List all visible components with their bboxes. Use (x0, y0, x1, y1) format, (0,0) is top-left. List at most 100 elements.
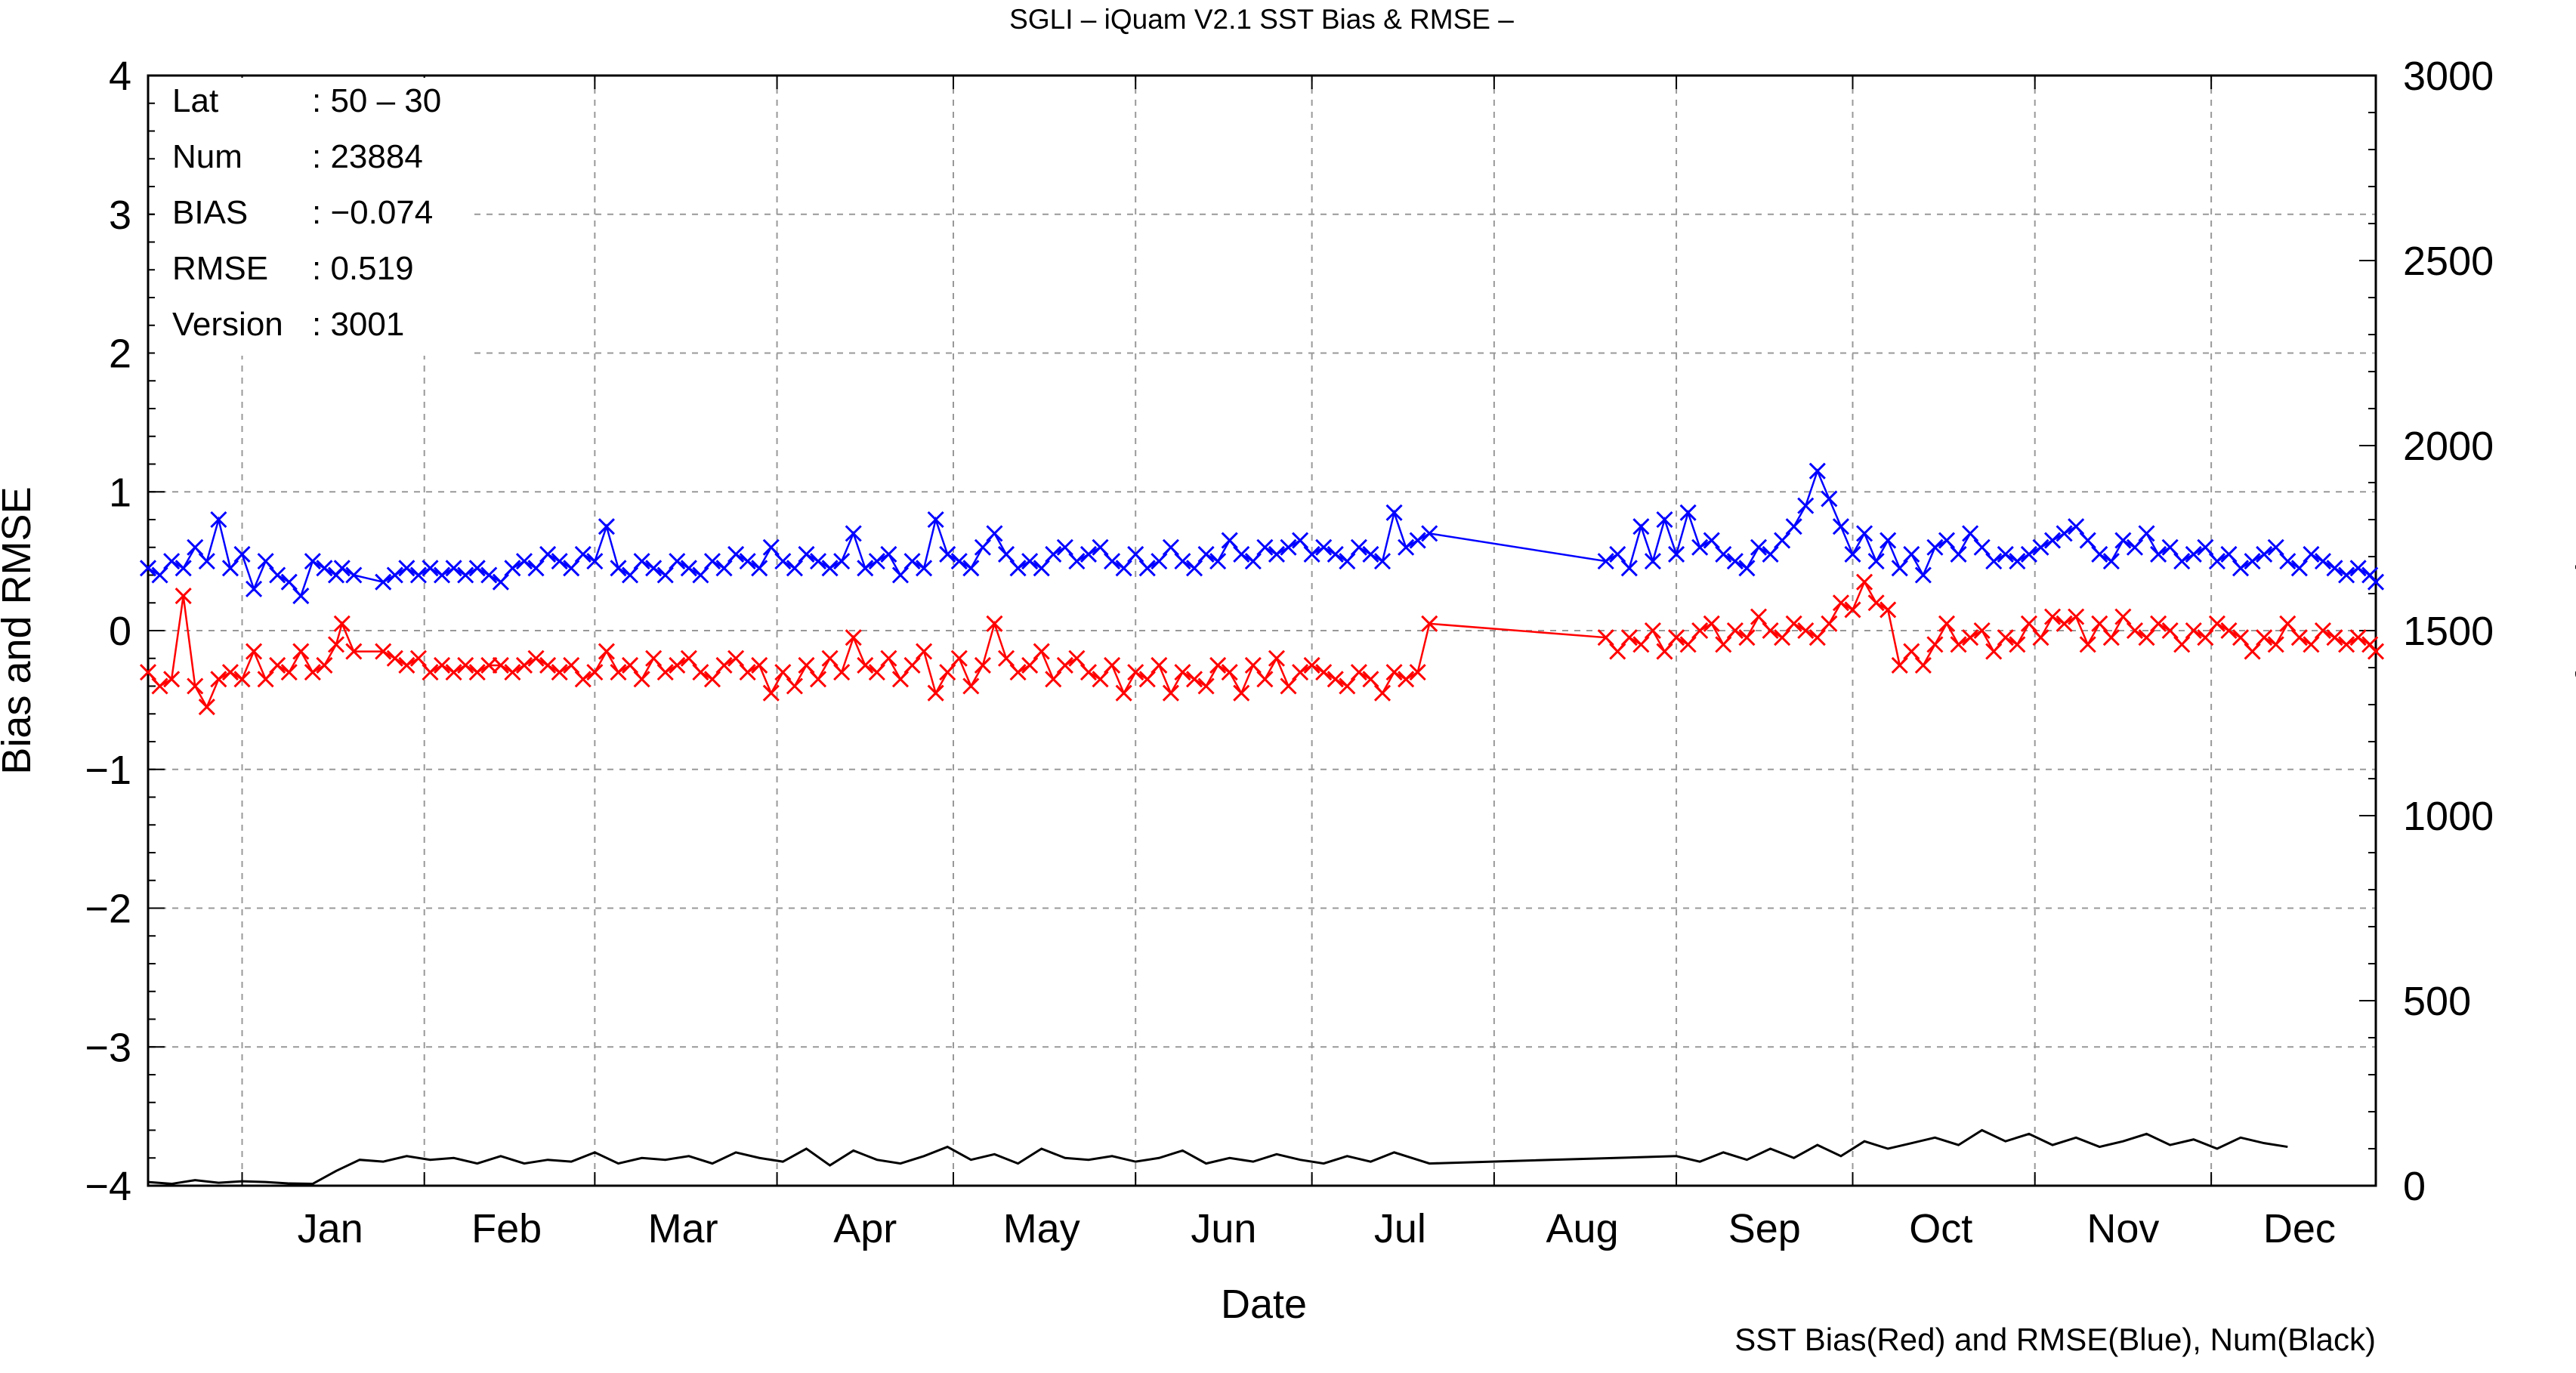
data-point (2150, 615, 2167, 632)
data-point (1174, 553, 1191, 570)
data-point (586, 664, 604, 681)
data-point (1855, 525, 1873, 542)
y2-axis-label: Num of Match–up (2568, 481, 2576, 803)
data-point (1362, 671, 1379, 688)
data-point (1339, 677, 1356, 695)
data-point (1244, 656, 1262, 674)
data-point (468, 560, 486, 577)
x-tick-label: Jan (298, 1206, 363, 1251)
data-point (703, 553, 721, 570)
data-point (468, 664, 486, 681)
data-point (751, 656, 768, 674)
data-point (1950, 545, 1967, 563)
data-point (2032, 629, 2049, 646)
data-point (891, 566, 910, 584)
data-point (457, 656, 474, 674)
data-point (645, 560, 663, 577)
x-tick-label: May (1003, 1206, 1080, 1251)
data-point (950, 649, 968, 667)
data-point (2244, 643, 2261, 660)
data-point (1609, 545, 1626, 563)
data-point (1233, 545, 1250, 563)
data-point (2161, 622, 2179, 640)
data-point (669, 656, 686, 674)
data-point (2161, 538, 2179, 556)
data-point (269, 656, 286, 674)
data-point (2068, 608, 2085, 625)
data-point (257, 671, 274, 688)
data-point (1774, 532, 1791, 549)
data-point (880, 545, 897, 563)
data-point (409, 649, 427, 667)
data-point (1750, 538, 1768, 556)
data-point (210, 511, 227, 529)
data-point (950, 553, 968, 570)
y-tick-label: 1 (109, 470, 131, 515)
data-point (1127, 545, 1144, 563)
data-point (563, 656, 580, 674)
data-point (398, 656, 415, 674)
data-point (233, 545, 251, 563)
data-point (1421, 615, 1438, 632)
data-point (2326, 560, 2343, 577)
data-point (198, 699, 215, 716)
data-point (1679, 504, 1697, 521)
data-point (269, 566, 286, 584)
data-point (2349, 560, 2367, 577)
x-tick-label: Sep (1728, 1206, 1801, 1251)
data-point (2220, 622, 2238, 640)
data-point (527, 560, 545, 577)
data-point (1597, 553, 1614, 570)
data-point (1950, 636, 1967, 653)
data-point (1162, 684, 1179, 702)
data-point (880, 649, 897, 667)
data-point (1104, 656, 1121, 674)
data-point (1033, 560, 1050, 577)
data-point (1832, 518, 1849, 535)
data-point (2043, 608, 2062, 625)
data-point (1620, 629, 1638, 646)
data-point (2232, 560, 2250, 577)
data-point (786, 677, 803, 695)
data-point (692, 664, 709, 681)
x-tick-label: Apr (833, 1206, 897, 1251)
info-value: : 0.519 (312, 250, 414, 287)
data-point (1303, 545, 1320, 563)
data-point (1268, 545, 1286, 563)
data-point (598, 643, 615, 660)
series-layer (139, 462, 2385, 1186)
data-point (1009, 560, 1027, 577)
data-point (2267, 538, 2284, 556)
data-point (1292, 532, 1309, 549)
data-point (2126, 538, 2144, 556)
data-point (1632, 636, 1650, 653)
data-point (1997, 629, 2014, 646)
data-point (1339, 553, 1356, 570)
data-point (986, 525, 1003, 542)
data-point (857, 560, 874, 577)
data-point (304, 664, 321, 681)
data-point (2138, 629, 2155, 646)
data-point (2220, 545, 2238, 563)
data-point (139, 664, 157, 681)
data-point (1327, 671, 1344, 688)
data-point (1092, 538, 1109, 556)
info-box: Lat: 50 – 30 Num: 23884 BIAS: −0.074 RMSE: … (155, 78, 472, 356)
data-point (715, 560, 733, 577)
data-point (798, 545, 815, 563)
data-point (1667, 629, 1685, 646)
data-point (1656, 511, 1673, 529)
data-point (515, 656, 533, 674)
data-point (1197, 677, 1215, 695)
data-point (1762, 545, 1779, 563)
data-point (1350, 538, 1367, 556)
data-point (1926, 636, 1944, 653)
data-point (1185, 560, 1203, 577)
data-point (2338, 636, 2355, 653)
data-point (939, 664, 956, 681)
data-point (1256, 671, 1274, 688)
y2-tick-label: 500 (2403, 979, 2471, 1024)
data-point (198, 553, 215, 570)
data-point (997, 545, 1015, 563)
